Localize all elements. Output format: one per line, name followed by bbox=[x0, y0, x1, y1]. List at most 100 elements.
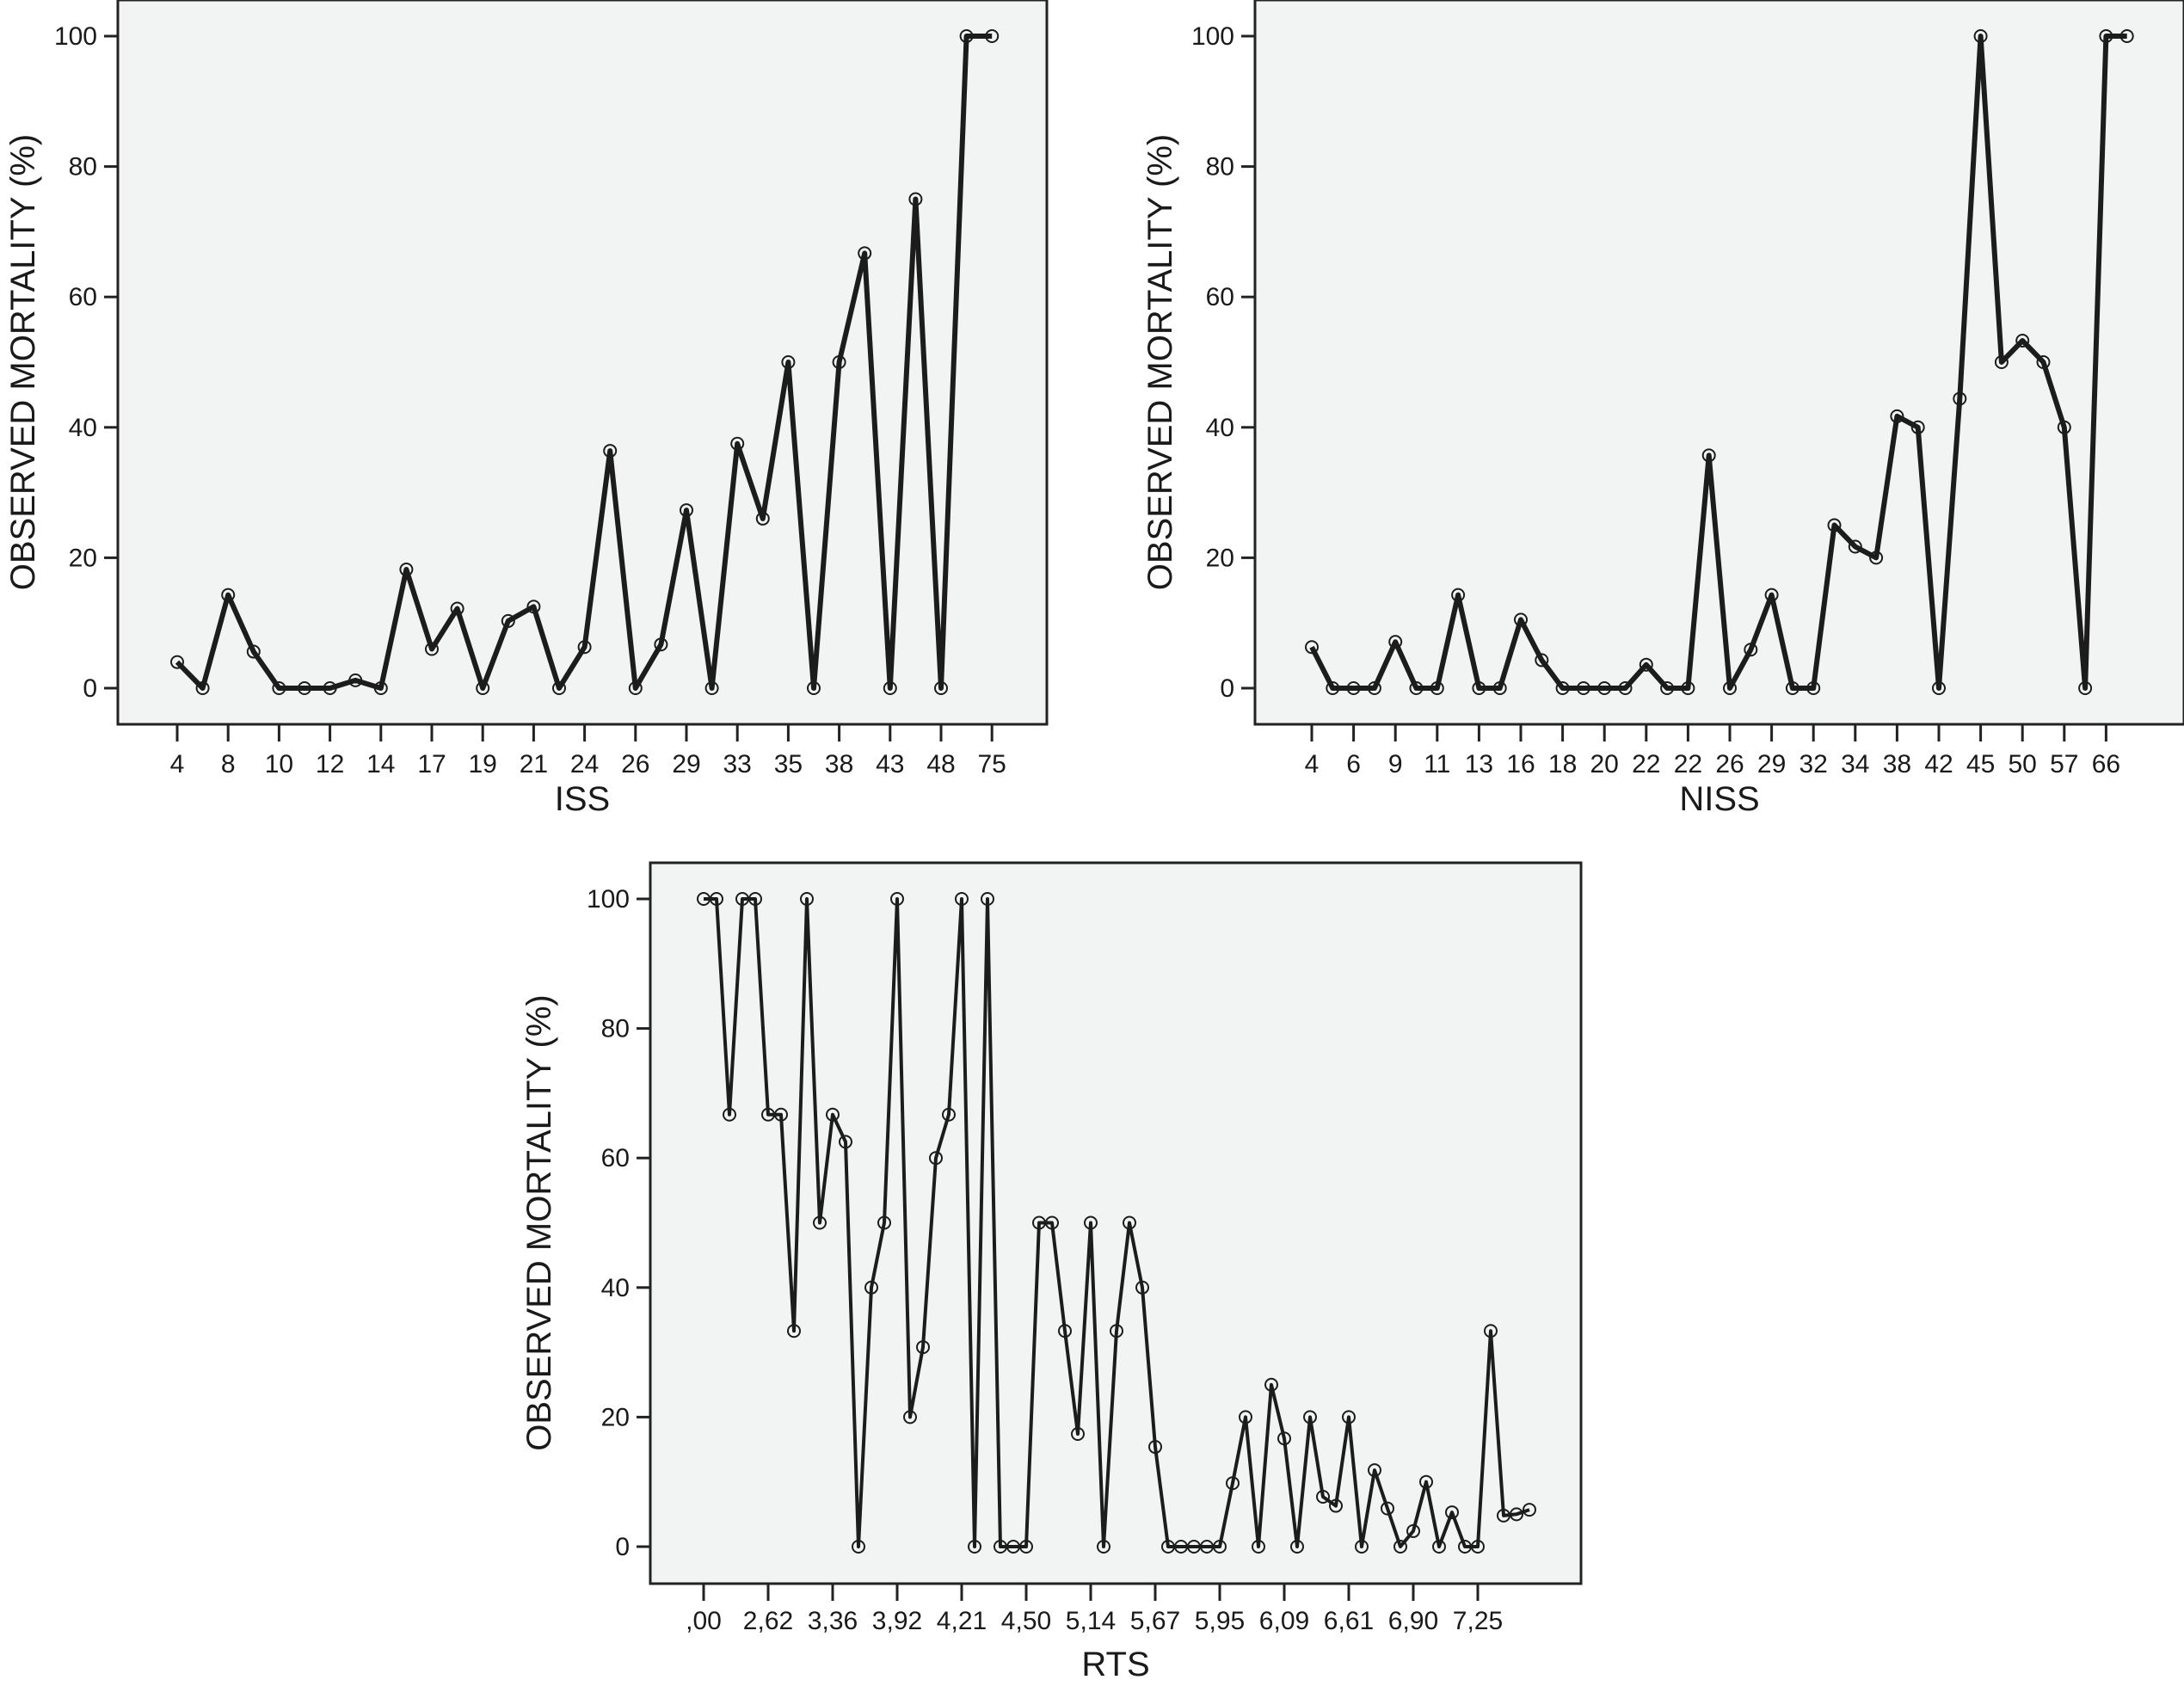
iss-data-point bbox=[552, 681, 566, 695]
niss-x-tick-label: 4 bbox=[1305, 750, 1320, 778]
niss-plot-area bbox=[1253, 0, 2184, 726]
rts-x-tick-label: 5,67 bbox=[1130, 1607, 1180, 1635]
iss-data-point bbox=[755, 511, 770, 526]
rts-data-point bbox=[1484, 1324, 1498, 1338]
rts-data-point bbox=[1445, 1505, 1459, 1520]
iss-x-tick-label: 10 bbox=[265, 750, 293, 778]
iss-x-tick-label: 29 bbox=[672, 750, 700, 778]
iss-data-point bbox=[476, 681, 490, 695]
rts-data-point bbox=[1471, 1540, 1485, 1554]
rts-series-line bbox=[704, 897, 1530, 1548]
rts-y-tick-label: 40 bbox=[601, 1274, 630, 1302]
niss-data-point bbox=[1346, 681, 1361, 695]
rts-data-point bbox=[1368, 1463, 1381, 1478]
rts-x-tick-label: 7,25 bbox=[1453, 1607, 1503, 1635]
niss-data-point bbox=[1953, 391, 1967, 406]
rts-data-point bbox=[1097, 1540, 1110, 1554]
iss-x-tick-label: 19 bbox=[469, 750, 497, 778]
rts-data-point bbox=[774, 1107, 788, 1122]
niss-x-tick-label: 22 bbox=[1632, 750, 1660, 778]
rts-data-point bbox=[929, 1151, 943, 1166]
niss-data-point bbox=[1848, 539, 1862, 554]
niss-x-tick-label: 13 bbox=[1465, 750, 1493, 778]
niss-data-point bbox=[1681, 681, 1695, 695]
niss-data-point bbox=[1723, 681, 1737, 695]
rts-data-point bbox=[839, 1135, 852, 1149]
rts-data-point bbox=[890, 892, 904, 906]
iss-data-point bbox=[832, 355, 846, 369]
iss-series-line bbox=[175, 34, 993, 691]
iss-data-point bbox=[577, 640, 592, 655]
niss-data-point bbox=[1430, 681, 1444, 695]
niss-series-line bbox=[1309, 34, 2127, 691]
rts-data-point bbox=[981, 892, 994, 906]
iss-data-point bbox=[781, 355, 796, 369]
rts-y-tick-label: 0 bbox=[615, 1533, 630, 1561]
niss-data-point bbox=[1744, 643, 1758, 657]
iss-x-tick-label: 12 bbox=[316, 750, 344, 778]
rts-y-tick-label: 60 bbox=[601, 1144, 630, 1172]
iss-data-point bbox=[272, 681, 286, 695]
niss-data-point bbox=[1827, 518, 1842, 532]
iss-data-point bbox=[425, 642, 439, 656]
iss-y-tick-label: 80 bbox=[69, 153, 97, 182]
rts-data-point bbox=[1342, 1410, 1356, 1424]
niss-y-tick-label: 20 bbox=[1206, 544, 1234, 572]
niss-x-tick-label: 42 bbox=[1924, 750, 1953, 778]
iss-data-point bbox=[450, 601, 464, 616]
niss-data-point bbox=[1388, 635, 1403, 649]
iss-data-point bbox=[399, 563, 414, 577]
niss-y-tick-label: 80 bbox=[1206, 153, 1234, 182]
rts-x-tick-label: 5,14 bbox=[1066, 1607, 1116, 1635]
iss-data-point bbox=[603, 444, 618, 458]
iss-x-tick-label: 4 bbox=[170, 750, 185, 778]
rts-data-point bbox=[1084, 1215, 1098, 1230]
rts-y-tick-label: 80 bbox=[601, 1015, 630, 1043]
rts-data-point bbox=[1303, 1410, 1317, 1424]
rts-data-point bbox=[1019, 1540, 1033, 1554]
iss-data-point bbox=[526, 600, 541, 614]
niss-x-axis-label: NISS bbox=[1679, 780, 1759, 818]
rts-data-point bbox=[1123, 1215, 1136, 1230]
niss-data-point bbox=[1409, 681, 1424, 695]
iss-y-tick-label: 20 bbox=[69, 544, 97, 572]
niss-data-point bbox=[1701, 448, 1716, 463]
iss-data-point bbox=[807, 681, 821, 695]
iss-data-point bbox=[985, 29, 1000, 43]
iss-data-point bbox=[501, 613, 515, 628]
niss-x-tick-label: 50 bbox=[2009, 750, 2037, 778]
rts-data-point bbox=[1045, 1215, 1059, 1230]
iss-data-point bbox=[348, 673, 363, 687]
niss-data-point bbox=[1785, 681, 1799, 695]
niss-data-point bbox=[1367, 681, 1381, 695]
iss-data-point bbox=[373, 681, 388, 695]
rts-data-point bbox=[1058, 1324, 1072, 1338]
rts-data-point bbox=[1264, 1377, 1278, 1392]
niss-data-point bbox=[1472, 681, 1486, 695]
rts-data-point bbox=[723, 1107, 736, 1122]
niss-data-point bbox=[1326, 681, 1340, 695]
rts-data-point bbox=[787, 1324, 801, 1338]
iss-x-tick-label: 21 bbox=[520, 750, 548, 778]
niss-data-point bbox=[1806, 681, 1821, 695]
niss-x-tick-label: 11 bbox=[1424, 750, 1450, 778]
iss-x-tick-label: 14 bbox=[366, 750, 395, 778]
rts-data-point bbox=[1523, 1503, 1536, 1517]
iss-y-tick-label: 40 bbox=[69, 414, 97, 442]
rts-data-point bbox=[1135, 1280, 1149, 1295]
rts-data-point bbox=[1290, 1540, 1304, 1554]
niss-x-tick-label: 6 bbox=[1346, 750, 1361, 778]
rts-data-point bbox=[968, 1540, 981, 1554]
niss-data-point bbox=[1492, 681, 1507, 695]
niss-data-point bbox=[1660, 681, 1675, 695]
iss-data-point bbox=[195, 681, 210, 695]
rts-x-tick-label: 5,95 bbox=[1195, 1607, 1245, 1635]
niss-data-point bbox=[1869, 551, 1884, 565]
rts-x-tick-label: 4,21 bbox=[937, 1607, 987, 1635]
iss-data-point bbox=[908, 192, 923, 206]
niss-data-point bbox=[1576, 681, 1590, 695]
iss-y-tick-label: 0 bbox=[83, 674, 97, 703]
rts-data-point bbox=[903, 1410, 917, 1424]
